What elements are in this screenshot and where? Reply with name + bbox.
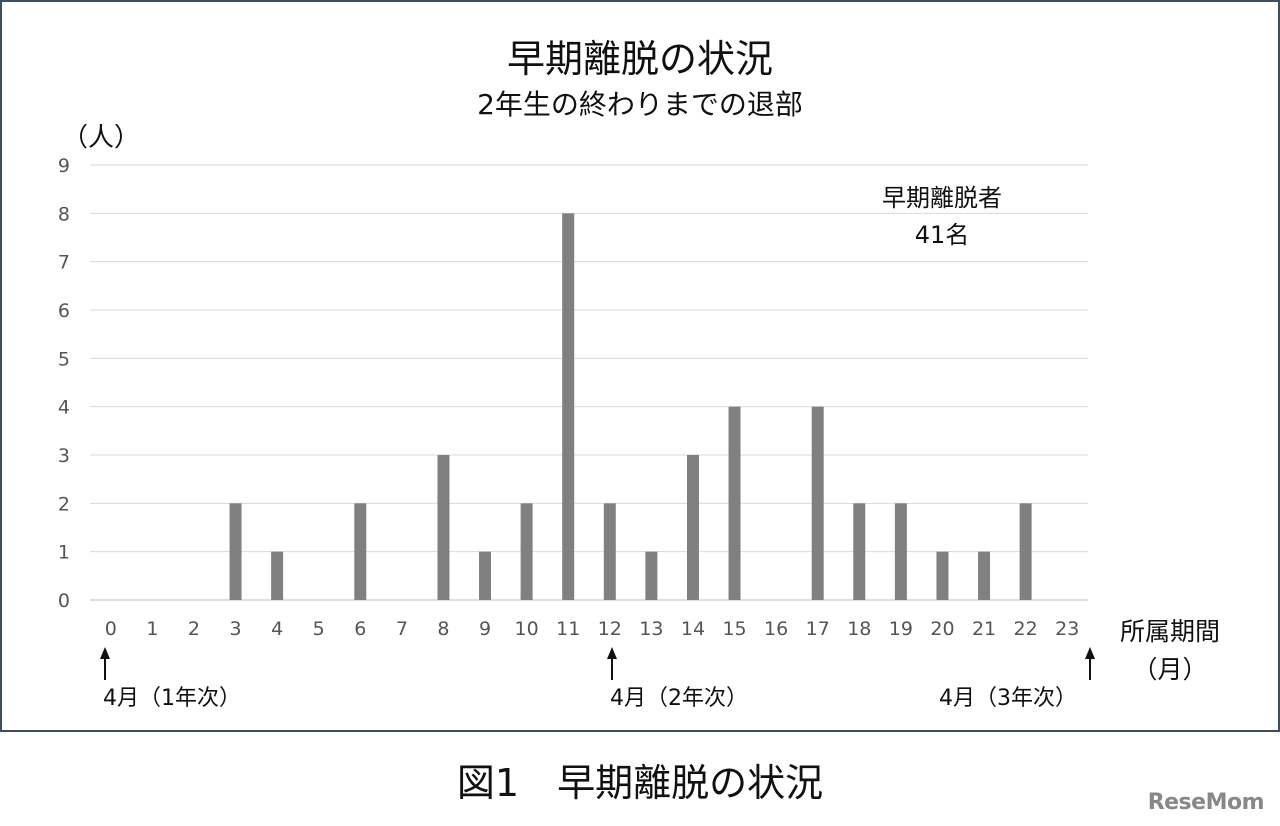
- bar: [728, 406, 741, 600]
- x-tick-label: 11: [556, 618, 580, 640]
- resemom-logo: ReseMom: [1147, 790, 1265, 815]
- bar: [562, 213, 575, 601]
- x-tick-label: 18: [847, 618, 871, 640]
- marker-arrow-3: [1085, 647, 1095, 680]
- y-tick-label: 2: [58, 493, 70, 515]
- bar: [645, 551, 658, 600]
- bar: [686, 455, 699, 600]
- gridlines: [90, 164, 1088, 601]
- x-tick-label: 9: [479, 618, 491, 640]
- x-tick-label: 13: [639, 618, 663, 640]
- x-tick-label: 10: [515, 618, 539, 640]
- x-tick-label: 22: [1014, 618, 1038, 640]
- x-tick-label: 19: [889, 618, 913, 640]
- x-axis-label-line-2: （月）: [1132, 655, 1207, 684]
- marker-label-3: 4月（3年次）: [939, 686, 1077, 711]
- figure-caption: 図1 早期離脱の状況: [456, 761, 824, 805]
- x-tick-label: 20: [930, 618, 954, 640]
- bar: [1019, 503, 1032, 600]
- x-tick-label: 21: [972, 618, 996, 640]
- x-tick-label: 6: [354, 618, 366, 640]
- y-tick-label: 0: [58, 590, 70, 612]
- y-tick-label: 8: [58, 203, 70, 225]
- bar: [853, 503, 866, 600]
- x-tick-label: 4: [271, 618, 283, 640]
- y-tick-labels: 0 1 2 3 4 5 6 7 8 9: [58, 155, 70, 612]
- bar: [271, 551, 284, 600]
- y-tick-label: 3: [58, 445, 70, 467]
- x-tick-label: 2: [188, 618, 200, 640]
- marker-label-2: 4月（2年次）: [610, 686, 748, 711]
- y-tick-label: 5: [58, 348, 70, 370]
- marker-arrow-1: [100, 647, 110, 680]
- chart-subtitle: 2年生の終わりまでの退部: [477, 88, 803, 121]
- x-axis-label-line-1: 所属期間: [1120, 617, 1220, 646]
- bar: [894, 503, 907, 600]
- x-tick-label: 15: [722, 618, 746, 640]
- x-tick-label: 7: [396, 618, 408, 640]
- y-tick-label: 6: [58, 300, 70, 322]
- marker-arrow-2: [607, 647, 617, 680]
- bar: [936, 551, 949, 600]
- chart-title: 早期離脱の状況: [507, 37, 773, 81]
- bar: [354, 503, 367, 600]
- bar: [520, 503, 533, 600]
- x-tick-label: 14: [681, 618, 705, 640]
- bars: [229, 213, 1032, 601]
- x-tick-label: 5: [313, 618, 325, 640]
- x-tick-label: 23: [1055, 618, 1079, 640]
- bar: [479, 551, 492, 600]
- bar: [978, 551, 991, 600]
- x-tick-label: 17: [806, 618, 830, 640]
- x-tick-label: 1: [146, 618, 158, 640]
- bar: [229, 503, 242, 600]
- annotation-line-1: 早期離脱者: [882, 184, 1002, 212]
- x-tick-labels: 0 1 2 3 4 5 6 7 8 9 10 11 12 13 14 15 16 17 18 19 20 21 22 23: [105, 618, 1080, 640]
- x-tick-label: 16: [764, 618, 788, 640]
- bar: [603, 503, 616, 600]
- chart-frame: [0, 0, 1280, 732]
- x-tick-label: 8: [437, 618, 449, 640]
- y-tick-label: 9: [58, 155, 70, 177]
- y-axis-unit: （人）: [62, 123, 140, 153]
- marker-label-1: 4月（1年次）: [103, 686, 241, 711]
- y-tick-label: 7: [58, 252, 70, 274]
- x-tick-label: 12: [598, 618, 622, 640]
- annotation-line-2: 41名: [915, 221, 970, 249]
- x-tick-label: 3: [229, 618, 241, 640]
- y-tick-label: 1: [58, 542, 70, 564]
- x-tick-label: 0: [105, 618, 117, 640]
- y-tick-label: 4: [58, 397, 70, 419]
- bar: [437, 455, 450, 600]
- bar: [811, 406, 824, 600]
